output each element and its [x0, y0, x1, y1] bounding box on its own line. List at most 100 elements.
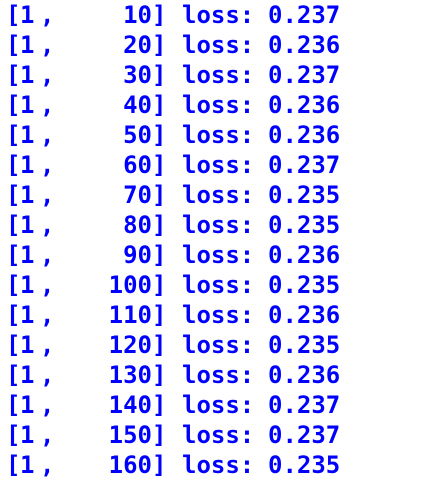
bracket-open: [ — [6, 271, 21, 299]
iteration-number: 50 — [123, 121, 152, 149]
loss-value: 0.236 — [268, 301, 341, 329]
iteration-number: 120 — [108, 331, 152, 359]
epoch-number: 1 — [20, 391, 35, 419]
bracket-open: [ — [6, 61, 21, 89]
bracket-close: ] — [152, 271, 167, 299]
loss-value: 0.237 — [268, 1, 341, 29]
comma-separator: , — [40, 91, 55, 119]
loss-value: 0.237 — [268, 421, 341, 449]
bracket-open: [ — [6, 391, 21, 419]
comma-separator: , — [40, 301, 55, 329]
log-line: [1, 40] loss: 0.236 — [6, 90, 437, 120]
log-line: [1, 150] loss: 0.237 — [6, 420, 437, 450]
loss-label: loss: — [182, 181, 255, 209]
epoch-number: 1 — [20, 331, 35, 359]
epoch-number: 1 — [20, 181, 35, 209]
epoch-number: 1 — [20, 91, 35, 119]
log-line: [1, 70] loss: 0.235 — [6, 180, 437, 210]
epoch-number: 1 — [20, 1, 35, 29]
bracket-open: [ — [6, 421, 21, 449]
comma-separator: , — [40, 211, 55, 239]
comma-separator: , — [40, 391, 55, 419]
loss-label: loss: — [182, 1, 255, 29]
iteration-number: 40 — [123, 91, 152, 119]
bracket-close: ] — [152, 91, 167, 119]
comma-separator: , — [40, 181, 55, 209]
comma-separator: , — [40, 241, 55, 269]
loss-value: 0.236 — [268, 361, 341, 389]
comma-separator: , — [40, 271, 55, 299]
epoch-number: 1 — [20, 61, 35, 89]
bracket-open: [ — [6, 331, 21, 359]
epoch-number: 1 — [20, 451, 35, 479]
bracket-close: ] — [152, 121, 167, 149]
loss-label: loss: — [182, 31, 255, 59]
iteration-number: 160 — [108, 451, 152, 479]
loss-value: 0.237 — [268, 391, 341, 419]
log-line: [1, 100] loss: 0.235 — [6, 270, 437, 300]
loss-value: 0.236 — [268, 121, 341, 149]
epoch-number: 1 — [20, 361, 35, 389]
iteration-number: 130 — [108, 361, 152, 389]
comma-separator: , — [40, 421, 55, 449]
loss-label: loss: — [182, 151, 255, 179]
loss-value: 0.237 — [268, 61, 341, 89]
bracket-open: [ — [6, 181, 21, 209]
bracket-close: ] — [152, 1, 167, 29]
loss-value: 0.235 — [268, 271, 341, 299]
comma-separator: , — [40, 121, 55, 149]
log-line: [1, 20] loss: 0.236 — [6, 30, 437, 60]
bracket-open: [ — [6, 121, 21, 149]
bracket-open: [ — [6, 31, 21, 59]
iteration-number: 110 — [108, 301, 152, 329]
bracket-close: ] — [152, 421, 167, 449]
log-line: [1, 10] loss: 0.237 — [6, 0, 437, 30]
epoch-number: 1 — [20, 241, 35, 269]
bracket-close: ] — [152, 241, 167, 269]
loss-value: 0.235 — [268, 331, 341, 359]
iteration-number: 10 — [123, 1, 152, 29]
bracket-close: ] — [152, 181, 167, 209]
iteration-number: 80 — [123, 211, 152, 239]
loss-label: loss: — [182, 91, 255, 119]
bracket-open: [ — [6, 361, 21, 389]
loss-value: 0.235 — [268, 211, 341, 239]
bracket-open: [ — [6, 151, 21, 179]
training-log-output: [1, 10] loss: 0.237 [1, 20] loss: 0.236 [1, 30] lo… — [6, 0, 437, 486]
log-line: [1, 120] loss: 0.235 — [6, 330, 437, 360]
epoch-number: 1 — [20, 121, 35, 149]
loss-label: loss: — [182, 301, 255, 329]
bracket-close: ] — [152, 331, 167, 359]
iteration-number: 70 — [123, 181, 152, 209]
iteration-number: 20 — [123, 31, 152, 59]
loss-label: loss: — [182, 421, 255, 449]
loss-label: loss: — [182, 271, 255, 299]
iteration-number: 60 — [123, 151, 152, 179]
epoch-number: 1 — [20, 271, 35, 299]
comma-separator: , — [40, 61, 55, 89]
loss-label: loss: — [182, 361, 255, 389]
iteration-number: 150 — [108, 421, 152, 449]
bracket-open: [ — [6, 1, 21, 29]
bracket-close: ] — [152, 151, 167, 179]
log-line: [1, 160] loss: 0.235 — [6, 450, 437, 480]
loss-value: 0.235 — [268, 181, 341, 209]
iteration-number: 140 — [108, 391, 152, 419]
bracket-open: [ — [6, 91, 21, 119]
bracket-close: ] — [152, 61, 167, 89]
loss-label: loss: — [182, 451, 255, 479]
iteration-number: 30 — [123, 61, 152, 89]
iteration-number: 100 — [108, 271, 152, 299]
loss-label: loss: — [182, 241, 255, 269]
loss-value: 0.236 — [268, 91, 341, 119]
iteration-number: 90 — [123, 241, 152, 269]
log-line: [1, 130] loss: 0.236 — [6, 360, 437, 390]
loss-label: loss: — [182, 121, 255, 149]
bracket-open: [ — [6, 241, 21, 269]
bracket-open: [ — [6, 451, 21, 479]
log-line: [1, 80] loss: 0.235 — [6, 210, 437, 240]
loss-value: 0.236 — [268, 31, 341, 59]
comma-separator: , — [40, 1, 55, 29]
log-line: [1, 140] loss: 0.237 — [6, 390, 437, 420]
log-line: [1, 60] loss: 0.237 — [6, 150, 437, 180]
